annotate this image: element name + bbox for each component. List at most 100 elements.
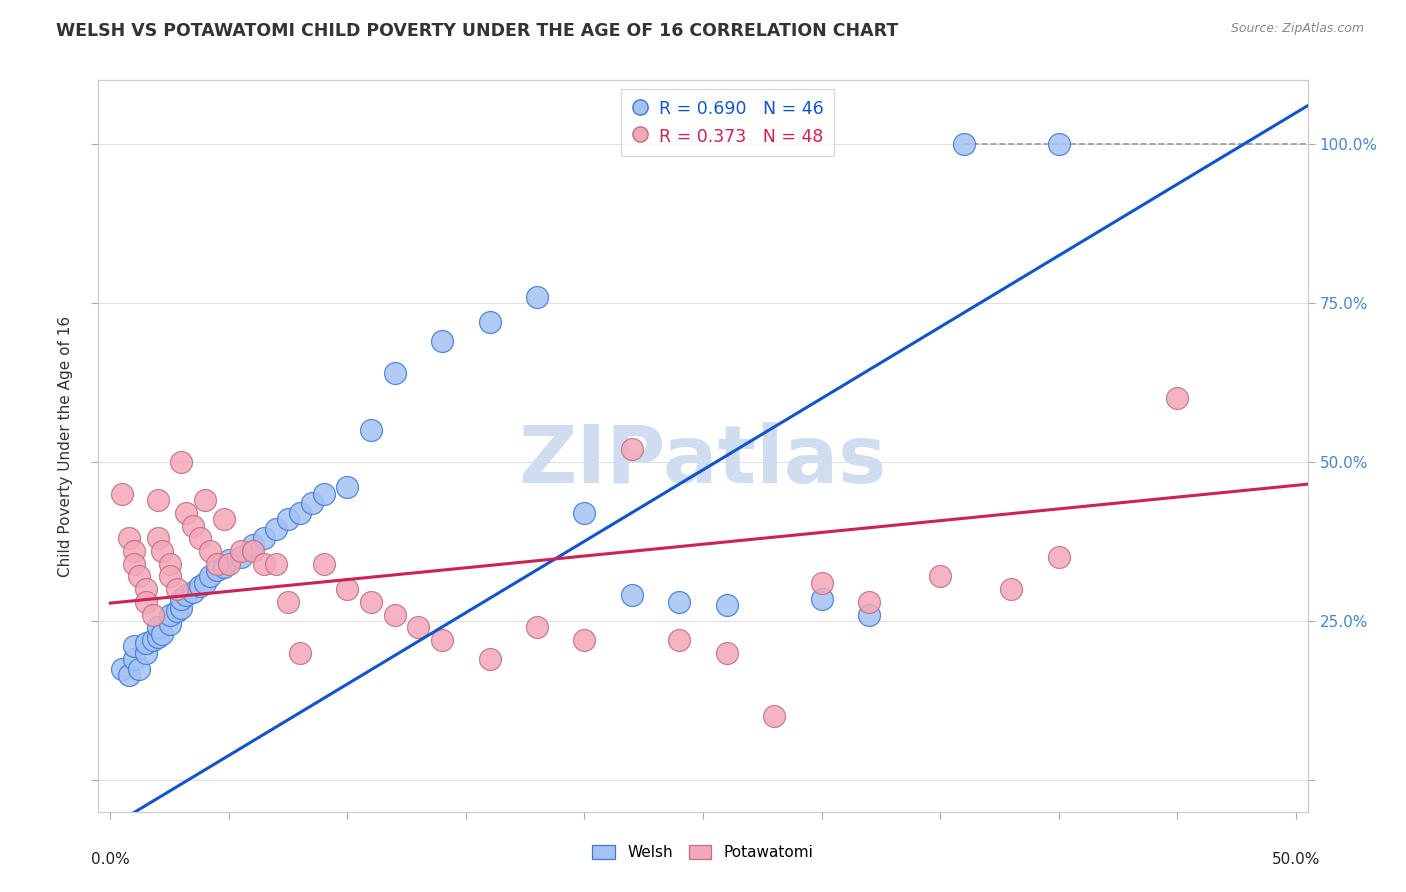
Point — [810, 591, 832, 606]
Point — [212, 512, 235, 526]
Point — [122, 640, 145, 654]
Point — [858, 607, 880, 622]
Point — [146, 493, 169, 508]
Point — [716, 598, 738, 612]
Point — [166, 582, 188, 596]
Point — [152, 544, 174, 558]
Point — [170, 591, 193, 606]
Point — [668, 595, 690, 609]
Point — [170, 455, 193, 469]
Point — [858, 595, 880, 609]
Point — [574, 632, 596, 647]
Point — [253, 557, 276, 571]
Point — [122, 652, 145, 666]
Point — [181, 585, 204, 599]
Point — [929, 569, 952, 583]
Point — [135, 595, 157, 609]
Point — [174, 589, 197, 603]
Point — [478, 315, 501, 329]
Point — [432, 632, 454, 647]
Point — [122, 557, 145, 571]
Point — [810, 575, 832, 590]
Point — [264, 557, 287, 571]
Point — [336, 582, 359, 596]
Point — [277, 512, 299, 526]
Y-axis label: Child Poverty Under the Age of 16: Child Poverty Under the Age of 16 — [58, 316, 73, 576]
Text: Source: ZipAtlas.com: Source: ZipAtlas.com — [1230, 22, 1364, 36]
Point — [194, 575, 217, 590]
Point — [218, 553, 240, 567]
Point — [190, 579, 212, 593]
Point — [135, 582, 157, 596]
Point — [190, 531, 212, 545]
Point — [574, 506, 596, 520]
Point — [170, 601, 193, 615]
Point — [526, 620, 548, 634]
Point — [242, 538, 264, 552]
Point — [146, 620, 169, 634]
Point — [229, 544, 252, 558]
Point — [218, 557, 240, 571]
Point — [159, 607, 181, 622]
Point — [620, 589, 643, 603]
Point — [118, 531, 141, 545]
Point — [1166, 392, 1188, 406]
Point — [952, 136, 974, 151]
Point — [205, 557, 228, 571]
Point — [716, 646, 738, 660]
Legend: Welsh, Potawatomi: Welsh, Potawatomi — [586, 839, 820, 866]
Point — [198, 544, 221, 558]
Point — [1047, 136, 1070, 151]
Point — [620, 442, 643, 457]
Point — [763, 709, 786, 723]
Point — [181, 518, 204, 533]
Point — [526, 289, 548, 303]
Point — [128, 569, 150, 583]
Point — [212, 559, 235, 574]
Point — [128, 662, 150, 676]
Point — [205, 563, 228, 577]
Point — [166, 604, 188, 618]
Point — [198, 569, 221, 583]
Point — [152, 626, 174, 640]
Point — [264, 522, 287, 536]
Point — [146, 531, 169, 545]
Point — [277, 595, 299, 609]
Point — [288, 646, 311, 660]
Point — [159, 557, 181, 571]
Point — [118, 668, 141, 682]
Point — [360, 595, 382, 609]
Point — [288, 506, 311, 520]
Point — [301, 496, 323, 510]
Point — [1047, 550, 1070, 565]
Point — [384, 366, 406, 380]
Point — [135, 646, 157, 660]
Point — [194, 493, 217, 508]
Point — [142, 632, 165, 647]
Point — [478, 652, 501, 666]
Point — [142, 607, 165, 622]
Point — [135, 636, 157, 650]
Point — [174, 506, 197, 520]
Text: 50.0%: 50.0% — [1271, 852, 1320, 867]
Point — [668, 632, 690, 647]
Point — [1000, 582, 1022, 596]
Point — [408, 620, 430, 634]
Point — [122, 544, 145, 558]
Point — [312, 557, 335, 571]
Text: 0.0%: 0.0% — [91, 852, 129, 867]
Point — [229, 550, 252, 565]
Text: ZIPatlas: ZIPatlas — [519, 422, 887, 500]
Point — [159, 569, 181, 583]
Point — [360, 423, 382, 437]
Point — [146, 630, 169, 644]
Point — [336, 480, 359, 494]
Point — [111, 662, 134, 676]
Point — [432, 334, 454, 348]
Point — [111, 486, 134, 500]
Point — [159, 617, 181, 632]
Point — [384, 607, 406, 622]
Point — [242, 544, 264, 558]
Point — [312, 486, 335, 500]
Text: WELSH VS POTAWATOMI CHILD POVERTY UNDER THE AGE OF 16 CORRELATION CHART: WELSH VS POTAWATOMI CHILD POVERTY UNDER … — [56, 22, 898, 40]
